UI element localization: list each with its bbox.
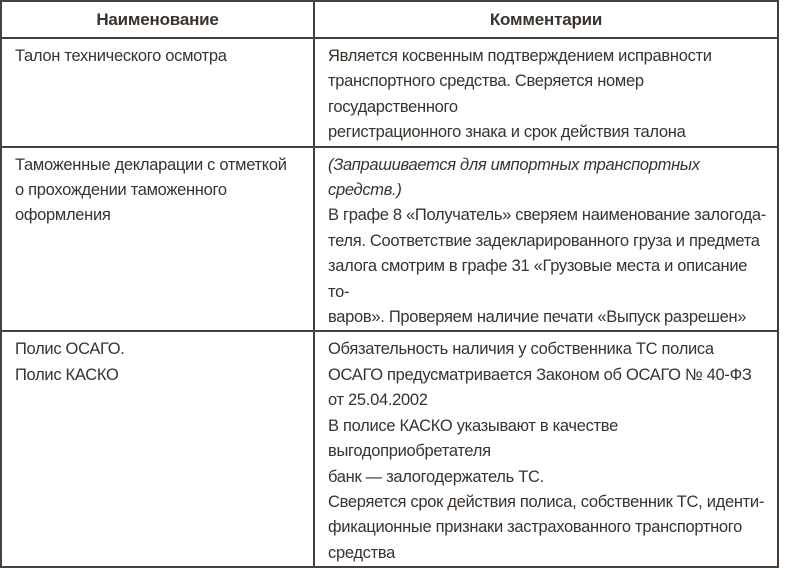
cell-name: Таможенные декларации с отметкой о прохо…: [0, 145, 315, 333]
cell-name: Талон технического осмотра: [0, 37, 315, 148]
cell-name: Полис ОСАГО. Полис КАСКО: [0, 330, 315, 568]
comment-note: (Запрашивается для импортных транспортны…: [328, 155, 700, 200]
header-comments: Комментарии: [313, 0, 779, 39]
cell-comment: Обязательность наличия у собственника ТС…: [313, 330, 779, 568]
row-name-text: Таможенные декларации с отметкой о прохо…: [15, 155, 287, 225]
row-name-text: Полис ОСАГО. Полис КАСКО: [15, 340, 125, 384]
table-row: Полис ОСАГО. Полис КАСКО Обязательность …: [0, 330, 779, 568]
header-name: Наименование: [0, 0, 315, 39]
header-row: Наименование Комментарии: [0, 0, 779, 39]
row-comment-text: Является косвенным подтверждением исправ…: [328, 47, 712, 142]
table-row: Талон технического осмотра Является косв…: [0, 37, 779, 148]
row-comment-text: Обязательность наличия у собственника ТС…: [328, 340, 765, 562]
table-row: Таможенные декларации с отметкой о прохо…: [0, 145, 779, 333]
cell-comment: (Запрашивается для импортных транспортны…: [313, 145, 779, 333]
cell-comment: Является косвенным подтверждением исправ…: [313, 37, 779, 148]
row-comment-text: В графе 8 «Получатель» сверяем наименова…: [328, 206, 766, 327]
row-name-text: Талон технического осмотра: [15, 47, 227, 65]
